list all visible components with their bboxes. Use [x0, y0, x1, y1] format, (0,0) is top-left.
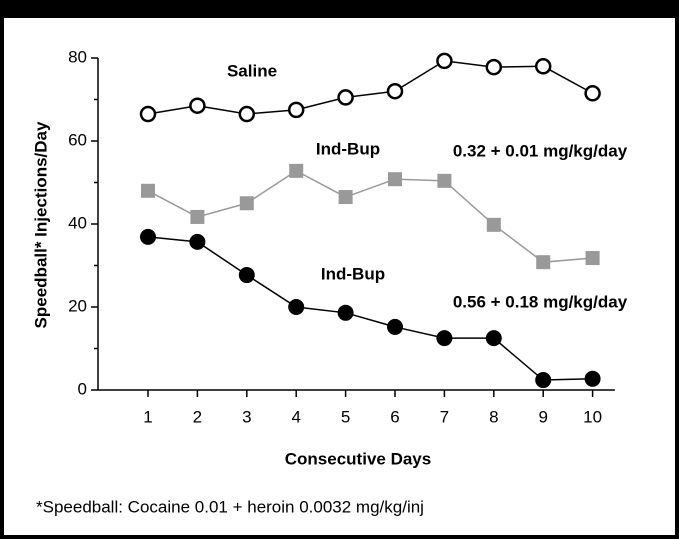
- series-label: Ind-Bup: [316, 139, 380, 158]
- marker: [189, 97, 206, 114]
- marker: [386, 82, 404, 100]
- series-line: [147, 60, 593, 115]
- series-line: [147, 236, 593, 381]
- marker: [535, 372, 552, 389]
- x-tick-label: 2: [193, 407, 202, 426]
- marker: [486, 217, 501, 232]
- marker: [287, 101, 305, 119]
- x-tick-label: 1: [143, 407, 152, 426]
- marker: [534, 58, 552, 75]
- marker: [437, 173, 452, 188]
- y-tick-label: 0: [78, 379, 87, 398]
- x-tick-label: 3: [242, 407, 251, 426]
- series-line: [147, 170, 593, 263]
- x-tick-label: 7: [440, 407, 449, 426]
- marker: [388, 172, 402, 187]
- x-tick-label: 4: [291, 407, 300, 426]
- marker: [436, 52, 453, 70]
- series-label: Saline: [227, 61, 277, 80]
- annotation: 0.56 + 0.18 mg/kg/day: [453, 292, 628, 311]
- marker: [337, 304, 354, 321]
- marker: [139, 105, 157, 123]
- marker: [289, 163, 304, 178]
- y-tick-label: 80: [68, 47, 87, 66]
- marker: [387, 318, 403, 335]
- y-axis-label: Speedball* Injections/Day: [31, 121, 50, 328]
- y-tick-label: 20: [68, 296, 87, 315]
- marker: [338, 190, 353, 205]
- marker: [485, 58, 503, 76]
- x-axis-label: Consecutive Days: [285, 449, 431, 468]
- marker: [238, 105, 256, 123]
- marker: [190, 209, 205, 224]
- marker: [584, 370, 601, 387]
- marker: [238, 267, 255, 284]
- x-tick-label: 10: [583, 407, 602, 426]
- marker: [189, 233, 206, 250]
- marker: [337, 89, 354, 106]
- x-tick-label: 9: [538, 407, 547, 426]
- marker: [536, 255, 551, 270]
- y-tick-label: 60: [68, 130, 87, 149]
- marker: [485, 330, 502, 347]
- series-label: Ind-Bup: [321, 264, 385, 283]
- x-tick-label: 6: [390, 407, 399, 426]
- x-tick-label: 8: [489, 407, 498, 426]
- y-tick-label: 40: [68, 213, 87, 232]
- x-tick-label: 5: [341, 407, 350, 426]
- marker: [585, 251, 600, 266]
- marker: [436, 330, 453, 347]
- marker: [140, 228, 156, 245]
- marker: [584, 85, 601, 102]
- marker: [239, 196, 254, 211]
- top-bar: [0, 0, 679, 18]
- footnote: *Speedball: Cocaine 0.01 + heroin 0.0032…: [36, 497, 424, 516]
- marker: [141, 183, 155, 198]
- marker: [288, 299, 305, 315]
- annotation: 0.32 + 0.01 mg/kg/day: [453, 141, 628, 160]
